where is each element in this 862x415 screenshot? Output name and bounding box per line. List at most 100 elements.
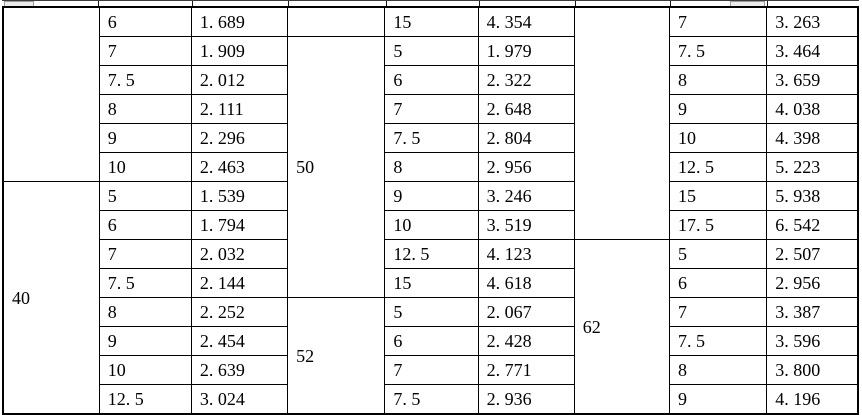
value-cell: 3. 263 [766, 6, 859, 37]
value-cell: 2. 252 [190, 297, 289, 327]
value-cell: 1. 794 [190, 210, 289, 240]
size-cell: 7. 5 [98, 268, 192, 298]
value-cell: 1. 689 [190, 6, 289, 37]
size-cell: 6 [384, 65, 479, 95]
value-cell: 2. 648 [477, 94, 575, 124]
value-cell: 5. 223 [766, 152, 859, 182]
value-cell: 2. 322 [477, 65, 575, 95]
table-row: 6 1. 689 15 4. 354 7 3. 263 [2, 6, 859, 240]
size-cell: 7. 5 [668, 36, 768, 66]
value-cell: 1. 539 [190, 181, 289, 211]
table-row: 40 5 1. 539 9 3. 246 15 5. 938 [2, 181, 859, 415]
table-row: 7 2. 032 12. 5 4. 123 62 5 2. 507 [3, 239, 859, 415]
value-cell: 2. 639 [190, 355, 289, 385]
size-cell: 8 [668, 65, 768, 95]
size-cell: 8 [98, 297, 192, 327]
table-row: 10 2. 639 7 2. 771 8 3. 800 [3, 355, 859, 385]
size-cell: 7 [668, 297, 768, 327]
value-cell: 4. 123 [477, 239, 575, 269]
size-cell: 5 [668, 239, 768, 269]
cutoff-column-stub [192, 1, 193, 7]
table-row: 9 2. 454 6 2. 428 7. 5 3. 596 [3, 326, 859, 356]
group-cell [287, 6, 386, 37]
table-row: 7. 5 2. 012 6 2. 322 8 3. 659 [3, 65, 859, 95]
table-row: 7 1. 909 50 5 1. 979 7. 5 3. 464 [3, 36, 859, 298]
group-cell: 50 [287, 36, 386, 298]
group-cell [573, 6, 671, 240]
value-cell: 2. 144 [190, 268, 289, 298]
value-cell: 5. 938 [766, 181, 859, 211]
value-cell: 4. 398 [766, 123, 859, 153]
table-row: 8 2. 252 52 5 2. 067 7 3. 387 [3, 297, 859, 415]
size-cell: 5 [384, 36, 479, 66]
size-cell: 12. 5 [98, 384, 192, 415]
size-cell: 10 [668, 123, 768, 153]
size-cell: 6 [98, 6, 192, 37]
value-cell: 6. 542 [766, 210, 859, 240]
cutoff-column-stub [288, 1, 289, 7]
group-cell: 62 [573, 239, 671, 415]
table-row: 7. 5 2. 144 15 4. 618 6 2. 956 [3, 268, 859, 298]
group-cell: 40 [2, 181, 100, 415]
size-cell: 10 [98, 152, 192, 182]
size-cell: 6 [668, 268, 768, 298]
cutoff-column-stub [767, 1, 768, 7]
size-cell: 7 [98, 36, 192, 66]
size-cell: 9 [384, 181, 479, 211]
table-row: 10 2. 463 8 2. 956 12. 5 5. 223 [3, 152, 859, 182]
value-cell: 2. 012 [190, 65, 289, 95]
value-cell: 2. 956 [477, 152, 575, 182]
size-cell: 9 [668, 384, 768, 415]
size-cell: 9 [668, 94, 768, 124]
size-cell: 8 [668, 355, 768, 385]
size-cell: 12. 5 [384, 239, 479, 269]
value-cell: 4. 196 [766, 384, 859, 415]
value-cell: 1. 909 [190, 36, 289, 66]
value-cell: 2. 507 [766, 239, 859, 269]
size-cell: 7. 5 [384, 384, 479, 415]
size-cell: 9 [98, 123, 192, 153]
value-cell: 3. 246 [477, 181, 575, 211]
value-cell: 3. 659 [766, 65, 859, 95]
size-cell: 7. 5 [668, 326, 768, 356]
value-cell: 2. 463 [190, 152, 289, 182]
value-cell: 3. 519 [477, 210, 575, 240]
cutoff-column-stub [479, 1, 480, 7]
size-cell: 7. 5 [384, 123, 479, 153]
size-cell: 8 [384, 152, 479, 182]
value-cell: 3. 024 [190, 384, 289, 415]
size-cell: 15 [668, 181, 768, 211]
value-cell: 2. 956 [766, 268, 859, 298]
value-cell: 2. 032 [190, 239, 289, 269]
cutoff-row-above [2, 0, 859, 7]
value-cell: 4. 618 [477, 268, 575, 298]
cutoff-column-stub [575, 1, 576, 7]
value-cell: 3. 800 [766, 355, 859, 385]
group-cell: 52 [287, 297, 386, 415]
size-cell: 15 [384, 6, 479, 37]
cutoff-column-stub [98, 1, 99, 7]
value-cell: 2. 296 [190, 123, 289, 153]
size-cell: 10 [384, 210, 479, 240]
value-cell: 3. 387 [766, 297, 859, 327]
size-cell: 12. 5 [668, 152, 768, 182]
size-cell: 5 [384, 297, 479, 327]
size-cell: 7 [98, 239, 192, 269]
size-cell: 6 [384, 326, 479, 356]
size-cell: 7 [668, 6, 768, 37]
value-cell: 2. 111 [190, 94, 289, 124]
cutoff-artifact-right [730, 1, 765, 6]
size-cell: 6 [98, 210, 192, 240]
size-cell: 10 [98, 355, 192, 385]
value-cell: 2. 067 [477, 297, 575, 327]
size-cell: 15 [384, 268, 479, 298]
cutoff-column-stub [386, 1, 387, 7]
table-row: 8 2. 111 7 2. 648 9 4. 038 [3, 94, 859, 124]
size-cell: 8 [98, 94, 192, 124]
value-cell: 4. 354 [477, 6, 575, 37]
size-cell: 5 [98, 181, 192, 211]
value-cell: 2. 771 [477, 355, 575, 385]
value-cell: 2. 804 [477, 123, 575, 153]
size-cell: 7. 5 [98, 65, 192, 95]
table-row: 12. 5 3. 024 7. 5 2. 936 9 4. 196 [3, 384, 859, 415]
